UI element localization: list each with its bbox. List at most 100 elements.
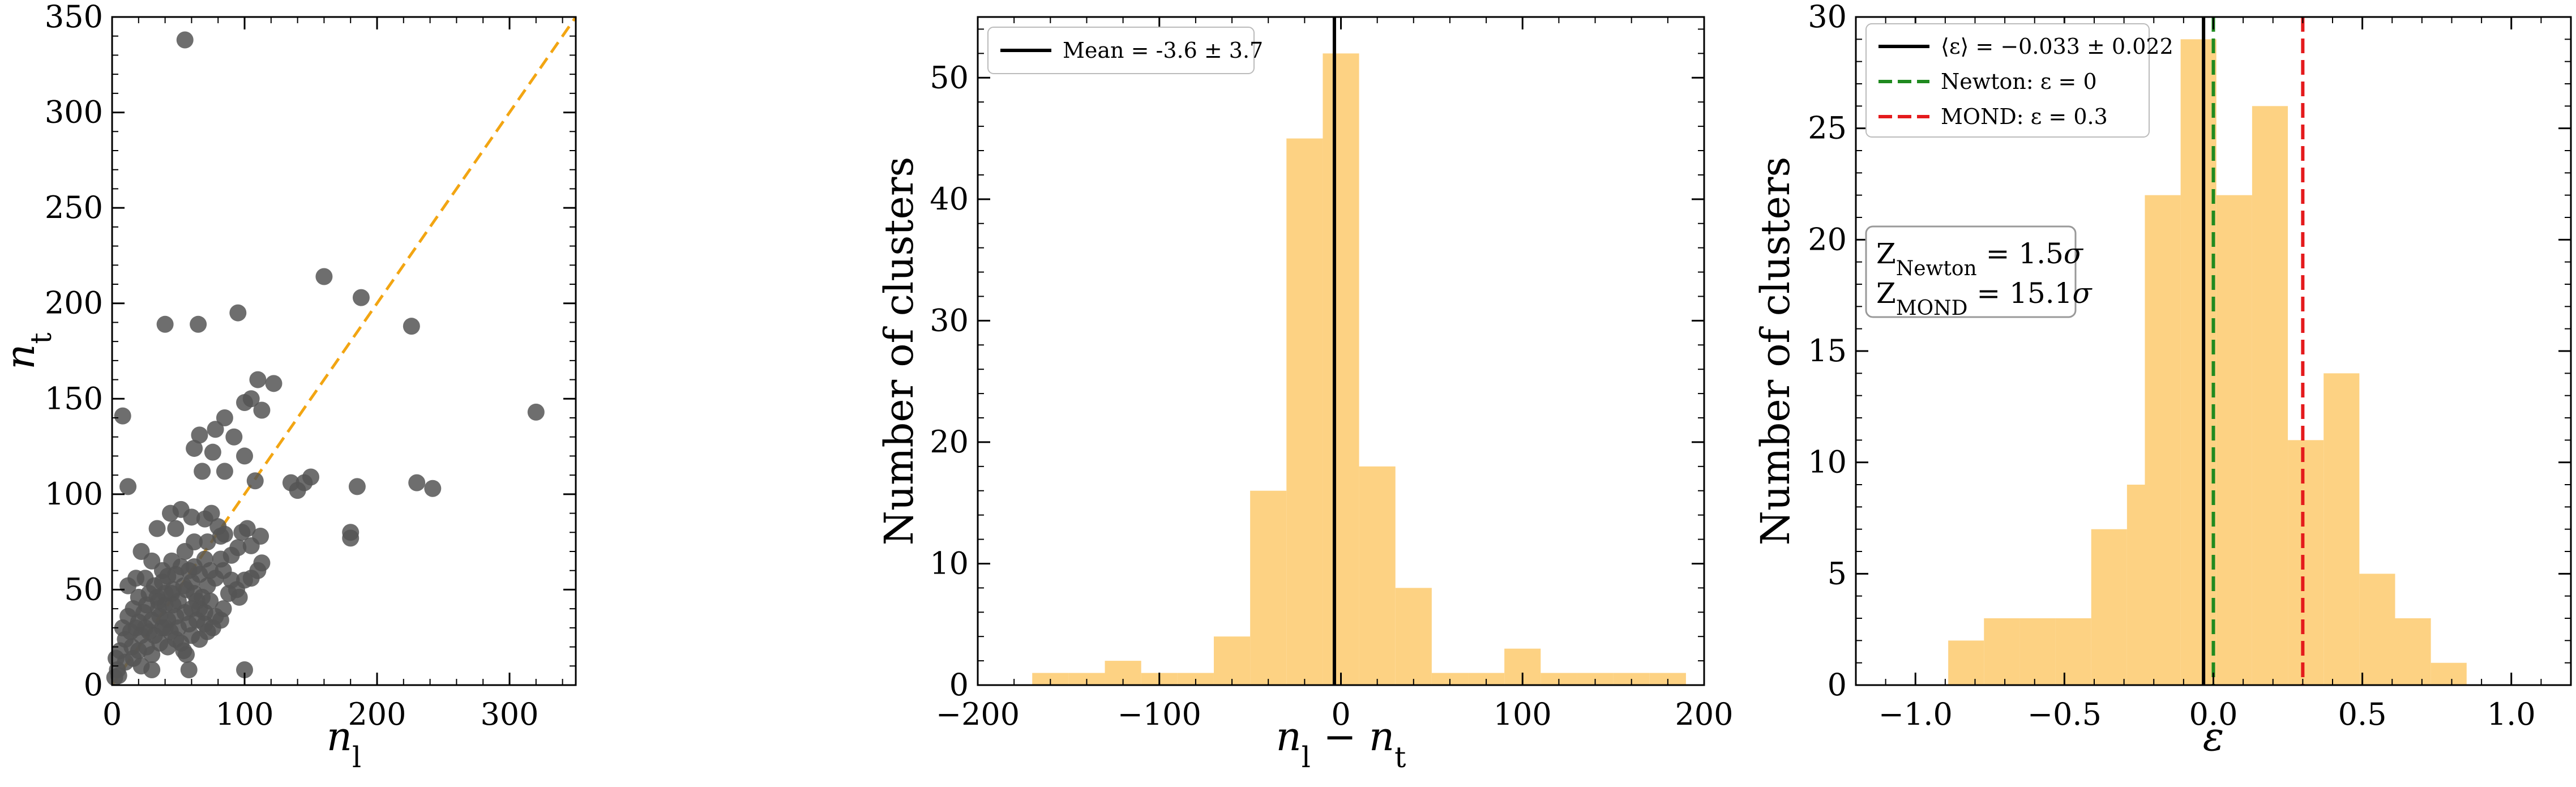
scatter-point xyxy=(199,533,216,551)
scatter-point xyxy=(236,447,253,465)
scatter-point xyxy=(315,268,333,285)
hist-bar xyxy=(1250,490,1287,685)
y-tick-label: 5 xyxy=(1828,555,1847,591)
scatter-point xyxy=(289,482,306,499)
scatter-point xyxy=(352,289,370,306)
scatter-point xyxy=(348,478,366,495)
legend-box xyxy=(1865,23,2150,138)
x-tick-label: −100 xyxy=(1118,696,1201,732)
hist-bar xyxy=(2055,618,2091,685)
scatter-point xyxy=(408,474,426,491)
y-tick-label: 0 xyxy=(949,667,969,703)
hist-bar xyxy=(2019,618,2056,685)
hist-bar xyxy=(1213,636,1251,685)
x-tick-label: 200 xyxy=(1675,696,1733,732)
scatter-point xyxy=(161,504,179,522)
scatter-point xyxy=(212,550,229,568)
x-axis-label: nl xyxy=(327,713,361,774)
label-part: n xyxy=(327,713,352,760)
x-tick-label: −1.0 xyxy=(1878,696,1953,732)
y-tick-label: 300 xyxy=(45,95,103,130)
scatter-point xyxy=(188,592,206,610)
scatter-point xyxy=(164,596,182,614)
hist-bar xyxy=(1984,618,2020,685)
y-axis-label: Number of clusters xyxy=(1752,157,1799,546)
y-tick-label: 40 xyxy=(930,181,969,217)
label-part: n xyxy=(1369,713,1394,760)
x-tick-label: 300 xyxy=(480,696,538,732)
y-tick-label: 50 xyxy=(930,59,969,95)
x-tick-label: −0.5 xyxy=(2027,696,2102,732)
scatter-point xyxy=(136,619,154,636)
x-tick-label: 0 xyxy=(1331,696,1350,732)
label-part: Newton xyxy=(1896,257,1977,280)
label-part: l xyxy=(352,741,361,774)
x-tick-label: 100 xyxy=(215,696,273,732)
hist-bar xyxy=(2091,529,2127,685)
hist-bar xyxy=(2288,440,2324,685)
scatter-point xyxy=(149,600,167,618)
scatter-point xyxy=(222,571,240,589)
hist-bar xyxy=(2359,574,2395,685)
scatter-point xyxy=(242,537,260,554)
scatter-point xyxy=(110,667,127,685)
hist-bar xyxy=(2395,618,2431,685)
scatter-point xyxy=(236,661,253,679)
label-part: Z xyxy=(1876,277,1896,310)
legend: ⟨ε⟩ = −0.033 ± 0.022 Newton: ε = 0 MOND: ε… xyxy=(1865,23,2173,138)
y-tick-label: 0 xyxy=(1828,667,1847,703)
scatter-point xyxy=(342,529,360,547)
legend-label: ⟨ε⟩ = −0.033 ± 0.022 xyxy=(1941,34,2173,59)
scatter-point xyxy=(215,600,232,618)
scatter-point xyxy=(212,528,229,545)
y-tick-label: 10 xyxy=(930,545,969,581)
scatter-point xyxy=(403,318,420,335)
scatter-point xyxy=(265,375,283,392)
x-axis-label: ε xyxy=(2203,713,2224,760)
y-tick-label: 0 xyxy=(84,667,103,703)
y-tick-label: 30 xyxy=(930,302,969,338)
scatter-point xyxy=(156,315,174,333)
scatter-point xyxy=(253,401,271,419)
scatter-point xyxy=(236,394,253,412)
z-mond-text: ZMOND = 15.1σ xyxy=(1876,277,2093,320)
scatter-point xyxy=(249,371,267,388)
scatter-point xyxy=(424,480,442,497)
plot-frame xyxy=(977,16,1705,686)
y-tick-label: 50 xyxy=(64,571,103,607)
scatter-point xyxy=(123,638,141,656)
hist-bar xyxy=(2252,106,2288,686)
x-axis-label: nl − nt xyxy=(1276,713,1406,774)
hist-bar xyxy=(2430,662,2467,685)
y-tick-label: 10 xyxy=(1808,444,1847,480)
hist-bar xyxy=(2323,373,2360,685)
scatter-point xyxy=(216,409,233,426)
y-tick-label: 30 xyxy=(1808,0,1847,35)
y-axis-label: Number of clusters xyxy=(876,157,922,546)
y-tick-label: 350 xyxy=(45,0,103,35)
label-part: MOND xyxy=(1896,297,1968,320)
scatter-point xyxy=(216,463,233,480)
plot-frame xyxy=(111,16,577,686)
scatter-point xyxy=(190,315,207,333)
y-tick-label: 250 xyxy=(45,190,103,225)
scatter-point xyxy=(148,520,166,537)
scatter-point xyxy=(156,619,174,636)
scatter-point xyxy=(143,661,161,679)
hist-bar xyxy=(1395,588,1432,685)
scatter-point xyxy=(302,468,319,486)
hist-bar xyxy=(1948,640,1984,685)
y-tick-label: 15 xyxy=(1808,333,1847,369)
scatter-point xyxy=(225,428,243,446)
label-part: Z xyxy=(1876,237,1896,270)
label-part: σ xyxy=(2073,277,2093,310)
scatter-point xyxy=(191,426,208,444)
hist-diff-panel: −200 −100 0 100 200 0 10 20 30 40 50 Mean = -3.6 ± … xyxy=(876,16,1734,774)
significance-frame xyxy=(1865,225,2077,318)
x-tick-label: 0 xyxy=(102,696,122,732)
hist-bar xyxy=(1286,138,1323,685)
z-newton-text: ZNewton = 1.5σ xyxy=(1876,237,2084,280)
legend: Mean = -3.6 ± 3.7 xyxy=(987,27,1263,74)
legend-label: Mean = -3.6 ± 3.7 xyxy=(1063,38,1263,63)
